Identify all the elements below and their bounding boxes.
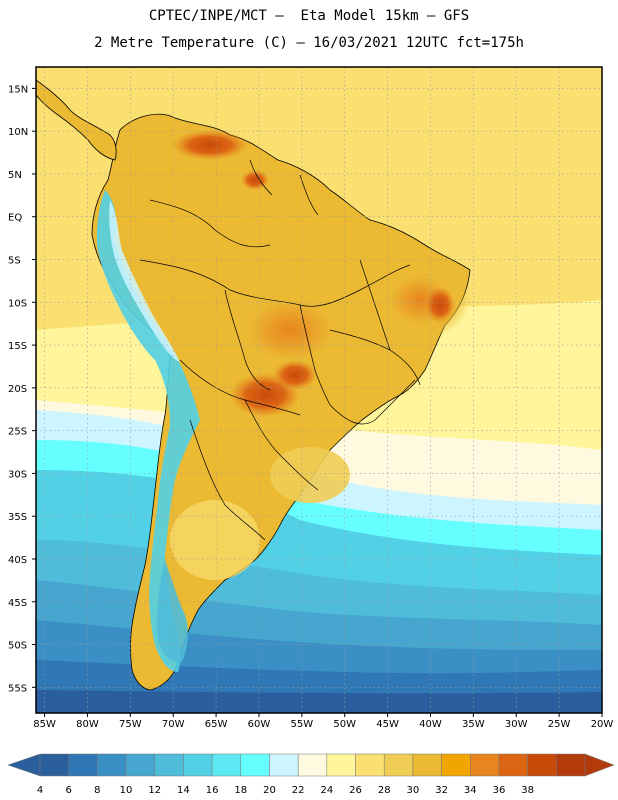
lon-label: 20W [591,719,614,730]
mild-region-argentina-south [170,500,260,580]
map-title-line-1: CPTEC/INPE/MCT – Eta Model 15km – GFS [148,8,470,24]
color-legend: 4 6 8 10 12 14 16 18 20 22 24 26 28 30 32 34 36 38 [7,753,615,796]
lat-label: 25S [8,427,27,438]
lat-label: 5S [8,256,21,267]
map-field [36,67,602,713]
legend-swatch [383,753,414,777]
hot-region-guyana [241,170,269,190]
lon-label: 80W [76,719,99,730]
legend-label: 34 [464,785,477,796]
lat-label: 15N [8,84,28,95]
legend-label: 16 [206,785,219,796]
central-america-land [36,79,117,161]
lon-label: 50W [333,719,356,730]
lat-label: 10N [8,127,28,138]
legend-swatch [68,753,98,777]
lon-label: 35W [462,719,485,730]
legend-swatch [125,753,155,777]
legend-label: 20 [263,785,276,796]
legend-label: 28 [378,785,391,796]
legend-high-arrow [584,753,615,777]
legend-swatch [211,753,242,777]
legend-label: 18 [234,785,247,796]
lon-label: 60W [248,719,271,730]
legend-swatch [269,753,299,777]
legend-swatch [470,753,500,777]
legend-label: 38 [521,785,534,796]
ocean-band-4 [36,690,602,713]
legend-swatch [355,753,385,777]
legend-swatch [412,753,442,777]
longitude-axis-labels: 85W 80W 75W 70W 65W 60W 55W 50W 45W 40W 35W 30W 25W 2… [33,713,613,730]
lon-label: 30W [505,719,528,730]
lat-label: 50S [8,641,27,652]
lon-label: 45W [376,719,399,730]
legend-swatch [498,753,528,777]
lat-label: 15S [8,341,27,352]
mild-region-south-brazil [270,447,350,503]
lon-label: 25W [548,719,571,730]
lat-label: 30S [8,469,27,480]
legend-label: 4 [37,785,43,796]
hot-region-venezuela [172,130,248,160]
lat-label: 20S [8,384,27,395]
legend-swatch [183,753,213,777]
legend-swatch [556,753,586,777]
legend-swatch [240,753,270,777]
legend-swatch [441,753,471,777]
lon-label: 75W [119,719,142,730]
warm-region-northeast [370,260,470,340]
legend-swatch [527,753,557,777]
warm-region-mato-grosso [220,280,360,380]
country-borders [139,159,421,541]
legend-label: 12 [148,785,161,796]
lon-label: 40W [419,719,442,730]
legend-label: 8 [94,785,100,796]
legend-label: 6 [65,785,71,796]
legend-label: 32 [435,785,448,796]
andes-cold-strip [96,190,200,672]
legend-label: 36 [493,785,506,796]
legend-swatch [39,753,69,777]
legend-low-arrow [7,753,41,777]
lat-label: EQ [8,213,22,224]
lon-label: 55W [291,719,314,730]
map-frame [35,66,603,714]
patagonia-cold [156,560,188,663]
hot-region-pantanal [273,360,317,390]
latitude-axis-labels: 15N 10N 5N EQ 5S 10S 15S 20S 25S 30S 35S 40S 45S 50S 5… [8,84,36,694]
hot-region-bahia [425,287,455,323]
lon-label: 85W [33,719,56,730]
lat-label: 5N [8,170,22,181]
map-title-line-2: 2 Metre Temperature (C) – 16/03/2021 12U… [94,35,524,51]
legend-label: 22 [292,785,305,796]
lon-label: 70W [162,719,185,730]
lat-label: 10S [8,298,27,309]
legend-swatch [154,753,184,777]
legend-label: 24 [320,785,333,796]
lat-label: 35S [8,512,27,523]
lat-label: 55S [8,683,27,694]
lat-label: 45S [8,598,27,609]
legend-label: 26 [349,785,362,796]
legend-label: 30 [407,785,420,796]
lon-label: 65W [205,719,228,730]
legend-swatch [297,753,328,777]
legend-swatch [97,753,127,777]
legend-label: 10 [120,785,133,796]
legend-swatch [326,753,356,777]
lat-label: 40S [8,555,27,566]
legend-label: 14 [177,785,190,796]
